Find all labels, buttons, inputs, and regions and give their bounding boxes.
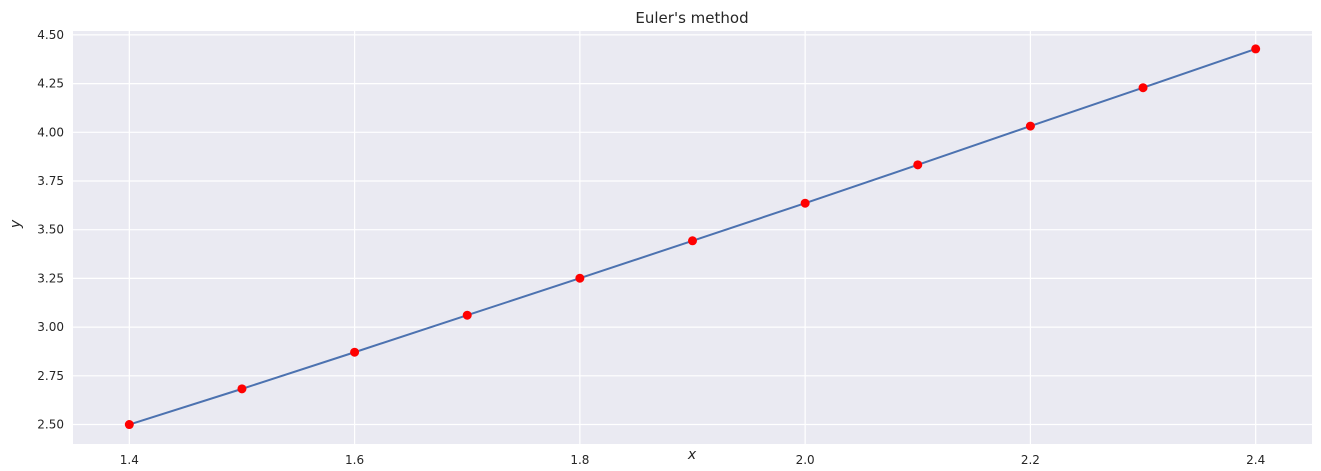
data-point [237, 384, 247, 394]
x-tick-label: 1.6 [345, 453, 364, 467]
x-tick-label: 2.4 [1246, 453, 1265, 467]
data-point [575, 273, 585, 283]
y-tick-label: 4.50 [37, 28, 64, 42]
x-tick-label: 1.8 [570, 453, 589, 467]
data-point [1251, 44, 1261, 54]
y-axis-label: y [8, 219, 24, 229]
y-tick-label: 3.75 [37, 174, 64, 188]
data-point [1025, 121, 1035, 131]
data-point [1138, 83, 1148, 93]
y-tick-label: 3.50 [37, 223, 64, 237]
y-axis-ticks: 2.50 2.75 3.00 3.25 3.50 3.75 4.00 4.25 4.50 [37, 28, 64, 432]
y-tick-label: 4.25 [37, 77, 64, 91]
x-axis-ticks: 1.4 1.6 1.8 2.0 2.2 2.4 [120, 453, 1265, 467]
y-tick-label: 3.25 [37, 271, 64, 285]
data-point [688, 236, 697, 246]
y-tick-label: 2.50 [37, 418, 64, 432]
y-tick-label: 2.75 [37, 369, 64, 383]
data-point [124, 420, 134, 430]
data-point [800, 198, 810, 208]
chart-title: Euler's method [635, 9, 748, 27]
data-point [913, 160, 923, 170]
data-point [462, 310, 472, 320]
data-point [350, 347, 360, 357]
x-axis-label: x [687, 447, 697, 463]
y-tick-label: 4.00 [37, 125, 64, 139]
x-tick-label: 2.0 [796, 453, 815, 467]
series-layer [124, 44, 1261, 430]
y-tick-label: 3.00 [37, 320, 64, 334]
x-tick-label: 2.2 [1021, 453, 1040, 467]
x-tick-label: 1.4 [120, 453, 139, 467]
